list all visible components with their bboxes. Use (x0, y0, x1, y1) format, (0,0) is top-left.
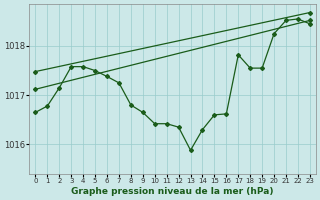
X-axis label: Graphe pression niveau de la mer (hPa): Graphe pression niveau de la mer (hPa) (71, 187, 274, 196)
